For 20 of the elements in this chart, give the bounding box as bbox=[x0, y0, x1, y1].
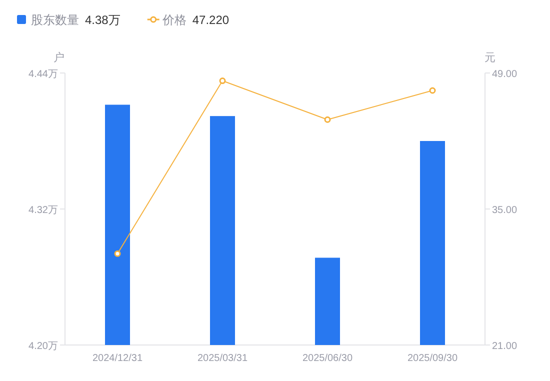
x-tick-label: 2025/09/30 bbox=[407, 353, 458, 364]
legend-label: 股东数量 bbox=[31, 13, 79, 27]
y-tick-label: 4.32万 bbox=[28, 205, 58, 216]
point bbox=[114, 250, 121, 257]
point bbox=[429, 87, 436, 94]
y2-tick-label: 21.00 bbox=[492, 341, 518, 352]
y-axis-title: 户 bbox=[54, 51, 64, 64]
point bbox=[324, 116, 331, 123]
point bbox=[219, 78, 226, 84]
y2-tick-label: 49.00 bbox=[492, 69, 518, 80]
x-tick-label: 2025/03/31 bbox=[197, 353, 248, 364]
text: 47.220 bbox=[192, 13, 230, 27]
y-tick-label: 4.20万 bbox=[28, 341, 58, 352]
text: 4.38万 bbox=[85, 13, 120, 27]
y-tick-label: 4.44万 bbox=[28, 69, 58, 80]
x-tick-label: 2025/06/30 bbox=[302, 353, 353, 364]
y2-tick-label: 35.00 bbox=[492, 205, 518, 216]
x-tick-label: 2024/12/31 bbox=[92, 353, 143, 364]
y2-axis-title: 元 bbox=[484, 52, 496, 64]
legend-label: 价格 bbox=[161, 13, 186, 27]
